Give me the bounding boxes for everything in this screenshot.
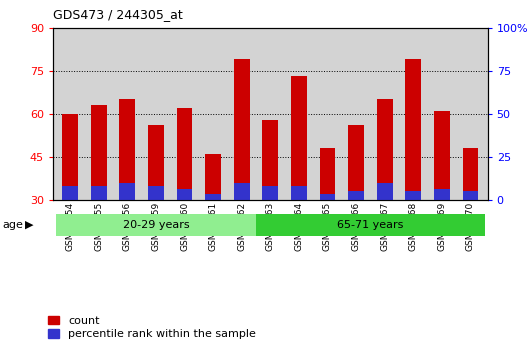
- Bar: [348, 125, 364, 200]
- Bar: [405, 191, 421, 200]
- Bar: [63, 114, 78, 200]
- Text: ▶: ▶: [25, 220, 34, 230]
- Bar: [434, 189, 450, 200]
- Bar: [348, 191, 364, 200]
- Bar: [205, 194, 221, 200]
- Bar: [262, 120, 278, 200]
- Bar: [205, 154, 221, 200]
- Bar: [291, 77, 307, 200]
- Bar: [291, 186, 307, 200]
- Text: 65-71 years: 65-71 years: [337, 220, 403, 230]
- Bar: [91, 186, 107, 200]
- Bar: [377, 99, 393, 200]
- Text: age: age: [3, 220, 23, 230]
- Bar: [377, 183, 393, 200]
- Bar: [320, 148, 335, 200]
- Bar: [91, 105, 107, 200]
- Legend: count, percentile rank within the sample: count, percentile rank within the sample: [48, 316, 256, 339]
- Bar: [405, 59, 421, 200]
- Bar: [320, 194, 335, 200]
- Bar: [176, 108, 192, 200]
- Bar: [63, 186, 78, 200]
- Text: 20-29 years: 20-29 years: [122, 220, 189, 230]
- Bar: [148, 125, 164, 200]
- Bar: [262, 186, 278, 200]
- Bar: [148, 186, 164, 200]
- Bar: [463, 191, 478, 200]
- Bar: [434, 111, 450, 200]
- Bar: [176, 189, 192, 200]
- Bar: [234, 59, 250, 200]
- Text: GDS473 / 244305_at: GDS473 / 244305_at: [53, 8, 183, 21]
- Bar: [119, 99, 135, 200]
- Bar: [234, 183, 250, 200]
- Bar: [119, 183, 135, 200]
- Bar: [463, 148, 478, 200]
